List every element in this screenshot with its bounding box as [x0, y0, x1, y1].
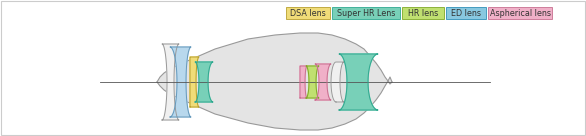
- Polygon shape: [195, 62, 213, 102]
- Text: ED lens: ED lens: [451, 8, 481, 18]
- Text: HR lens: HR lens: [408, 8, 438, 18]
- FancyBboxPatch shape: [446, 7, 486, 19]
- Polygon shape: [300, 66, 307, 98]
- FancyBboxPatch shape: [286, 7, 330, 19]
- Polygon shape: [306, 66, 319, 98]
- Polygon shape: [162, 44, 179, 120]
- FancyBboxPatch shape: [488, 7, 552, 19]
- Polygon shape: [315, 64, 331, 100]
- Polygon shape: [157, 33, 392, 130]
- Polygon shape: [339, 54, 378, 110]
- Text: Aspherical lens: Aspherical lens: [489, 8, 550, 18]
- Text: Super HR Lens: Super HR Lens: [337, 8, 395, 18]
- FancyBboxPatch shape: [402, 7, 444, 19]
- Polygon shape: [170, 47, 191, 117]
- FancyBboxPatch shape: [332, 7, 400, 19]
- Polygon shape: [190, 57, 199, 107]
- Polygon shape: [331, 62, 344, 102]
- Text: DSA lens: DSA lens: [290, 8, 326, 18]
